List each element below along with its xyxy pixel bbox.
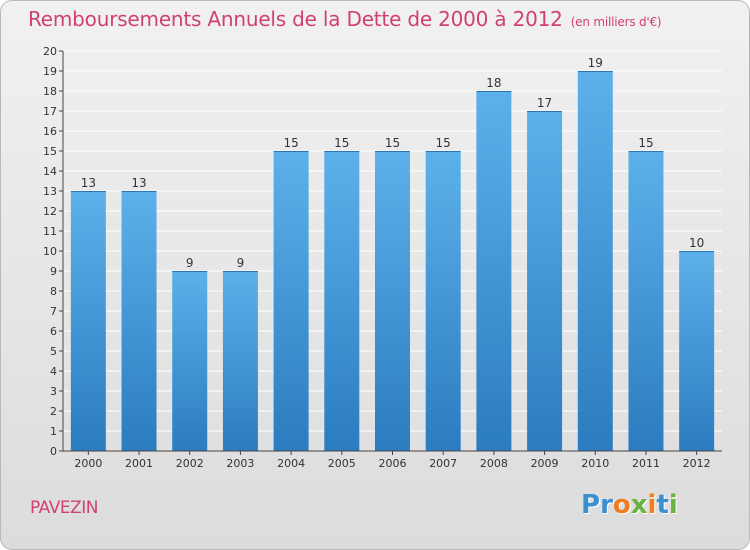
y-tick-label: 5 xyxy=(50,345,57,358)
y-tick-label: 12 xyxy=(43,205,57,218)
labels: 0123456789101112131415161718192013200013… xyxy=(43,45,711,470)
y-tick-label: 10 xyxy=(43,245,57,258)
logo-letter: x xyxy=(630,490,648,520)
logo-letter: P xyxy=(581,490,601,520)
axes xyxy=(59,50,722,455)
y-tick-label: 9 xyxy=(50,265,57,278)
x-tick-label: 2009 xyxy=(531,457,559,470)
y-tick-label: 20 xyxy=(43,45,57,58)
proxiti-logo[interactable]: Proxiti xyxy=(581,490,678,520)
bar xyxy=(273,151,309,451)
bar xyxy=(679,251,715,451)
y-tick-label: 17 xyxy=(43,105,57,118)
bar xyxy=(222,271,258,451)
y-tick-label: 15 xyxy=(43,145,57,158)
y-tick-label: 1 xyxy=(50,425,57,438)
data-label: 15 xyxy=(283,136,298,150)
y-tick-label: 6 xyxy=(50,325,57,338)
x-tick-label: 2010 xyxy=(581,457,609,470)
bars xyxy=(70,71,715,451)
bar xyxy=(121,191,157,451)
x-tick-label: 2000 xyxy=(74,457,102,470)
y-tick-label: 19 xyxy=(43,65,57,78)
y-tick-label: 18 xyxy=(43,85,57,98)
data-label: 13 xyxy=(131,176,146,190)
y-tick-label: 7 xyxy=(50,305,57,318)
logo-letter: i xyxy=(647,490,657,520)
x-tick-label: 2012 xyxy=(683,457,711,470)
bar xyxy=(70,191,106,451)
x-tick-label: 2003 xyxy=(226,457,254,470)
y-tick-label: 16 xyxy=(43,125,57,138)
y-tick-label: 4 xyxy=(50,365,57,378)
bar xyxy=(172,271,208,451)
data-label: 13 xyxy=(81,176,96,190)
bar xyxy=(476,91,512,451)
data-label: 9 xyxy=(237,256,245,270)
y-tick-label: 14 xyxy=(43,165,57,178)
logo-letter: r xyxy=(600,490,613,520)
bar xyxy=(324,151,360,451)
y-tick-label: 3 xyxy=(50,385,57,398)
x-tick-label: 2008 xyxy=(480,457,508,470)
bar xyxy=(577,71,613,451)
logo-letter: t xyxy=(656,490,669,520)
x-tick-label: 2007 xyxy=(429,457,457,470)
x-tick-label: 2004 xyxy=(277,457,305,470)
logo-letter: o xyxy=(612,490,631,520)
chart-title: Remboursements Annuels de la Dette de 20… xyxy=(28,7,662,31)
bar xyxy=(425,151,461,451)
logo-letter: i xyxy=(668,490,678,520)
data-label: 9 xyxy=(186,256,194,270)
y-tick-label: 2 xyxy=(50,405,57,418)
y-tick-label: 11 xyxy=(43,225,57,238)
x-tick-label: 2002 xyxy=(176,457,204,470)
data-label: 15 xyxy=(638,136,653,150)
data-label: 15 xyxy=(334,136,349,150)
bar xyxy=(628,151,664,451)
data-label: 17 xyxy=(537,96,552,110)
chart-title-text: Remboursements Annuels de la Dette de 20… xyxy=(28,7,563,31)
bar xyxy=(527,111,563,451)
chart-unit-label: (en milliers d'€) xyxy=(570,15,662,29)
bar xyxy=(375,151,410,451)
commune-name: PAVEZIN xyxy=(30,498,98,518)
data-label: 19 xyxy=(588,56,603,70)
data-label: 15 xyxy=(436,136,451,150)
data-label: 18 xyxy=(486,76,501,90)
x-tick-label: 2005 xyxy=(328,457,356,470)
y-tick-label: 13 xyxy=(43,185,57,198)
y-tick-label: 0 xyxy=(50,445,57,458)
x-tick-label: 2006 xyxy=(379,457,407,470)
y-tick-label: 8 xyxy=(50,285,57,298)
data-label: 15 xyxy=(385,136,400,150)
data-label: 10 xyxy=(689,236,704,250)
x-tick-label: 2001 xyxy=(125,457,153,470)
x-tick-label: 2011 xyxy=(632,457,660,470)
